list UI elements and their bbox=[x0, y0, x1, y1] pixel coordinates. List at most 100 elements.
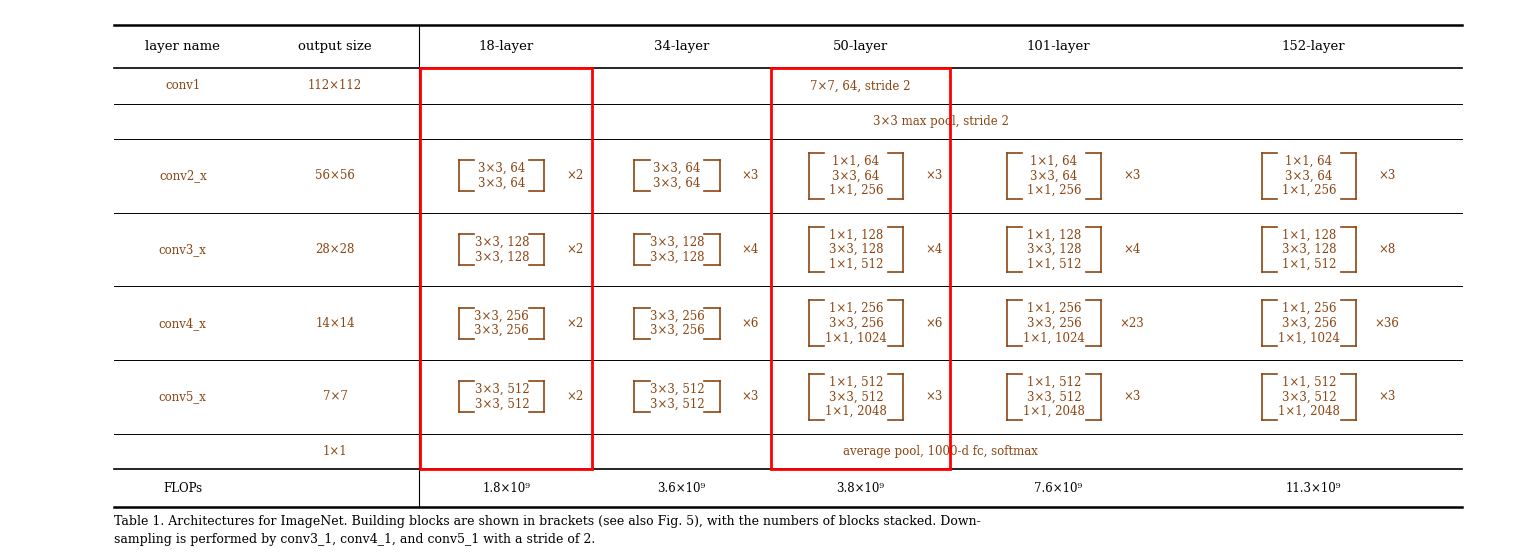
Text: 3×3, 512: 3×3, 512 bbox=[475, 383, 528, 396]
Text: output size: output size bbox=[299, 40, 372, 53]
Text: 152-layer: 152-layer bbox=[1282, 40, 1345, 53]
Text: 3×3, 512: 3×3, 512 bbox=[475, 398, 528, 411]
Text: 1×1, 512: 1×1, 512 bbox=[1027, 375, 1081, 389]
Text: FLOPs: FLOPs bbox=[163, 482, 203, 494]
Text: 3×3, 64: 3×3, 64 bbox=[478, 162, 525, 175]
Bar bbox=[771, 68, 950, 469]
Text: 3×3, 64: 3×3, 64 bbox=[653, 162, 701, 175]
Text: 28×28: 28×28 bbox=[315, 243, 355, 256]
Text: 1×1, 2048: 1×1, 2048 bbox=[1278, 405, 1340, 418]
Text: 34-layer: 34-layer bbox=[653, 40, 710, 53]
Text: ×23: ×23 bbox=[1119, 317, 1144, 330]
Text: 1×1, 256: 1×1, 256 bbox=[1027, 184, 1081, 197]
Text: 3×3, 64: 3×3, 64 bbox=[1030, 169, 1078, 182]
Text: 1×1, 256: 1×1, 256 bbox=[829, 302, 883, 315]
Text: 3×3, 64: 3×3, 64 bbox=[478, 177, 525, 190]
Text: 1×1, 512: 1×1, 512 bbox=[1282, 375, 1336, 389]
Text: 1×1, 256: 1×1, 256 bbox=[1282, 184, 1336, 197]
Text: 3×3, 128: 3×3, 128 bbox=[1027, 243, 1081, 256]
Text: 11.3×10⁹: 11.3×10⁹ bbox=[1285, 482, 1342, 494]
Text: 1×1, 128: 1×1, 128 bbox=[1027, 228, 1081, 241]
Text: 1×1, 128: 1×1, 128 bbox=[829, 228, 883, 241]
Text: 3×3, 128: 3×3, 128 bbox=[475, 236, 528, 249]
Text: 56×56: 56×56 bbox=[315, 169, 355, 182]
Text: 3×3, 256: 3×3, 256 bbox=[1027, 317, 1081, 330]
Text: 3.8×10⁹: 3.8×10⁹ bbox=[836, 482, 885, 494]
Text: 3×3, 256: 3×3, 256 bbox=[829, 317, 883, 330]
Text: Table 1. Architectures for ImageNet. Building blocks are shown in brackets (see : Table 1. Architectures for ImageNet. Bui… bbox=[114, 515, 981, 546]
Text: conv1: conv1 bbox=[164, 80, 201, 92]
Text: 3×3, 512: 3×3, 512 bbox=[1282, 390, 1336, 403]
Text: 1×1, 512: 1×1, 512 bbox=[829, 258, 883, 271]
Text: 3×3, 256: 3×3, 256 bbox=[475, 324, 528, 337]
Text: 1×1, 64: 1×1, 64 bbox=[1031, 155, 1077, 168]
Text: conv3_x: conv3_x bbox=[158, 243, 207, 256]
Text: ×2: ×2 bbox=[567, 317, 583, 330]
Text: 1×1, 1024: 1×1, 1024 bbox=[825, 331, 886, 345]
Text: layer name: layer name bbox=[145, 40, 221, 53]
Text: 1×1, 2048: 1×1, 2048 bbox=[1023, 405, 1084, 418]
Text: 3×3, 512: 3×3, 512 bbox=[829, 390, 883, 403]
Text: 3×3, 128: 3×3, 128 bbox=[475, 251, 528, 263]
Text: 3×3, 512: 3×3, 512 bbox=[650, 398, 704, 411]
Text: 3×3, 64: 3×3, 64 bbox=[1285, 169, 1333, 182]
Text: 1×1, 1024: 1×1, 1024 bbox=[1278, 331, 1340, 345]
Text: ×36: ×36 bbox=[1374, 317, 1400, 330]
Text: ×3: ×3 bbox=[924, 169, 943, 182]
Text: ×2: ×2 bbox=[567, 390, 583, 403]
Text: 1×1, 1024: 1×1, 1024 bbox=[1023, 331, 1084, 345]
Text: conv2_x: conv2_x bbox=[158, 169, 207, 182]
Text: ×3: ×3 bbox=[1122, 390, 1141, 403]
Text: ×3: ×3 bbox=[742, 169, 758, 182]
Text: 50-layer: 50-layer bbox=[833, 40, 888, 53]
Text: 7×7: 7×7 bbox=[323, 390, 347, 403]
Text: 3×3, 256: 3×3, 256 bbox=[475, 309, 528, 322]
Text: ×3: ×3 bbox=[1378, 169, 1395, 182]
Text: ×6: ×6 bbox=[924, 317, 943, 330]
Text: 3×3, 256: 3×3, 256 bbox=[650, 324, 704, 337]
Text: ×8: ×8 bbox=[1378, 243, 1395, 256]
Text: 1×1, 64: 1×1, 64 bbox=[833, 155, 879, 168]
Text: 3×3, 64: 3×3, 64 bbox=[832, 169, 880, 182]
Text: 3×3, 128: 3×3, 128 bbox=[829, 243, 883, 256]
Text: 1×1, 2048: 1×1, 2048 bbox=[825, 405, 886, 418]
Text: 3×3, 256: 3×3, 256 bbox=[650, 309, 704, 322]
Text: 3.6×10⁹: 3.6×10⁹ bbox=[658, 482, 705, 494]
Text: 3×3 max pool, stride 2: 3×3 max pool, stride 2 bbox=[873, 115, 1008, 128]
Text: conv4_x: conv4_x bbox=[158, 317, 207, 330]
Text: ×4: ×4 bbox=[924, 243, 943, 256]
Text: 18-layer: 18-layer bbox=[478, 40, 535, 53]
Text: 3×3, 128: 3×3, 128 bbox=[650, 236, 704, 249]
Text: 3×3, 256: 3×3, 256 bbox=[1282, 317, 1336, 330]
Text: 1×1: 1×1 bbox=[323, 445, 347, 458]
Text: 14×14: 14×14 bbox=[315, 317, 355, 330]
Text: ×6: ×6 bbox=[742, 317, 758, 330]
Text: conv5_x: conv5_x bbox=[158, 390, 207, 403]
Text: 1×1, 64: 1×1, 64 bbox=[1285, 155, 1333, 168]
Text: 3×3, 512: 3×3, 512 bbox=[650, 383, 704, 396]
Text: 3×3, 128: 3×3, 128 bbox=[1282, 243, 1336, 256]
Text: ×3: ×3 bbox=[742, 390, 758, 403]
Text: ×3: ×3 bbox=[1378, 390, 1395, 403]
Text: 7.6×10⁹: 7.6×10⁹ bbox=[1034, 482, 1083, 494]
Text: 3×3, 64: 3×3, 64 bbox=[653, 177, 701, 190]
Text: 112×112: 112×112 bbox=[308, 80, 362, 92]
Text: 1×1, 512: 1×1, 512 bbox=[1282, 258, 1336, 271]
Text: 1×1, 256: 1×1, 256 bbox=[1027, 302, 1081, 315]
Text: 7×7, 64, stride 2: 7×7, 64, stride 2 bbox=[810, 80, 911, 92]
Text: 1×1, 256: 1×1, 256 bbox=[829, 184, 883, 197]
Text: 101-layer: 101-layer bbox=[1027, 40, 1090, 53]
Text: 1×1, 128: 1×1, 128 bbox=[1282, 228, 1336, 241]
Text: ×2: ×2 bbox=[567, 169, 583, 182]
Text: 1×1, 512: 1×1, 512 bbox=[1027, 258, 1081, 271]
Text: 1.8×10⁹: 1.8×10⁹ bbox=[483, 482, 530, 494]
Text: average pool, 1000-d fc, softmax: average pool, 1000-d fc, softmax bbox=[844, 445, 1037, 458]
Text: 1×1, 512: 1×1, 512 bbox=[829, 375, 883, 389]
Bar bbox=[420, 68, 592, 469]
Text: ×3: ×3 bbox=[924, 390, 943, 403]
Text: ×4: ×4 bbox=[1122, 243, 1141, 256]
Text: 3×3, 512: 3×3, 512 bbox=[1027, 390, 1081, 403]
Text: ×4: ×4 bbox=[742, 243, 758, 256]
Text: ×3: ×3 bbox=[1122, 169, 1141, 182]
Text: ×2: ×2 bbox=[567, 243, 583, 256]
